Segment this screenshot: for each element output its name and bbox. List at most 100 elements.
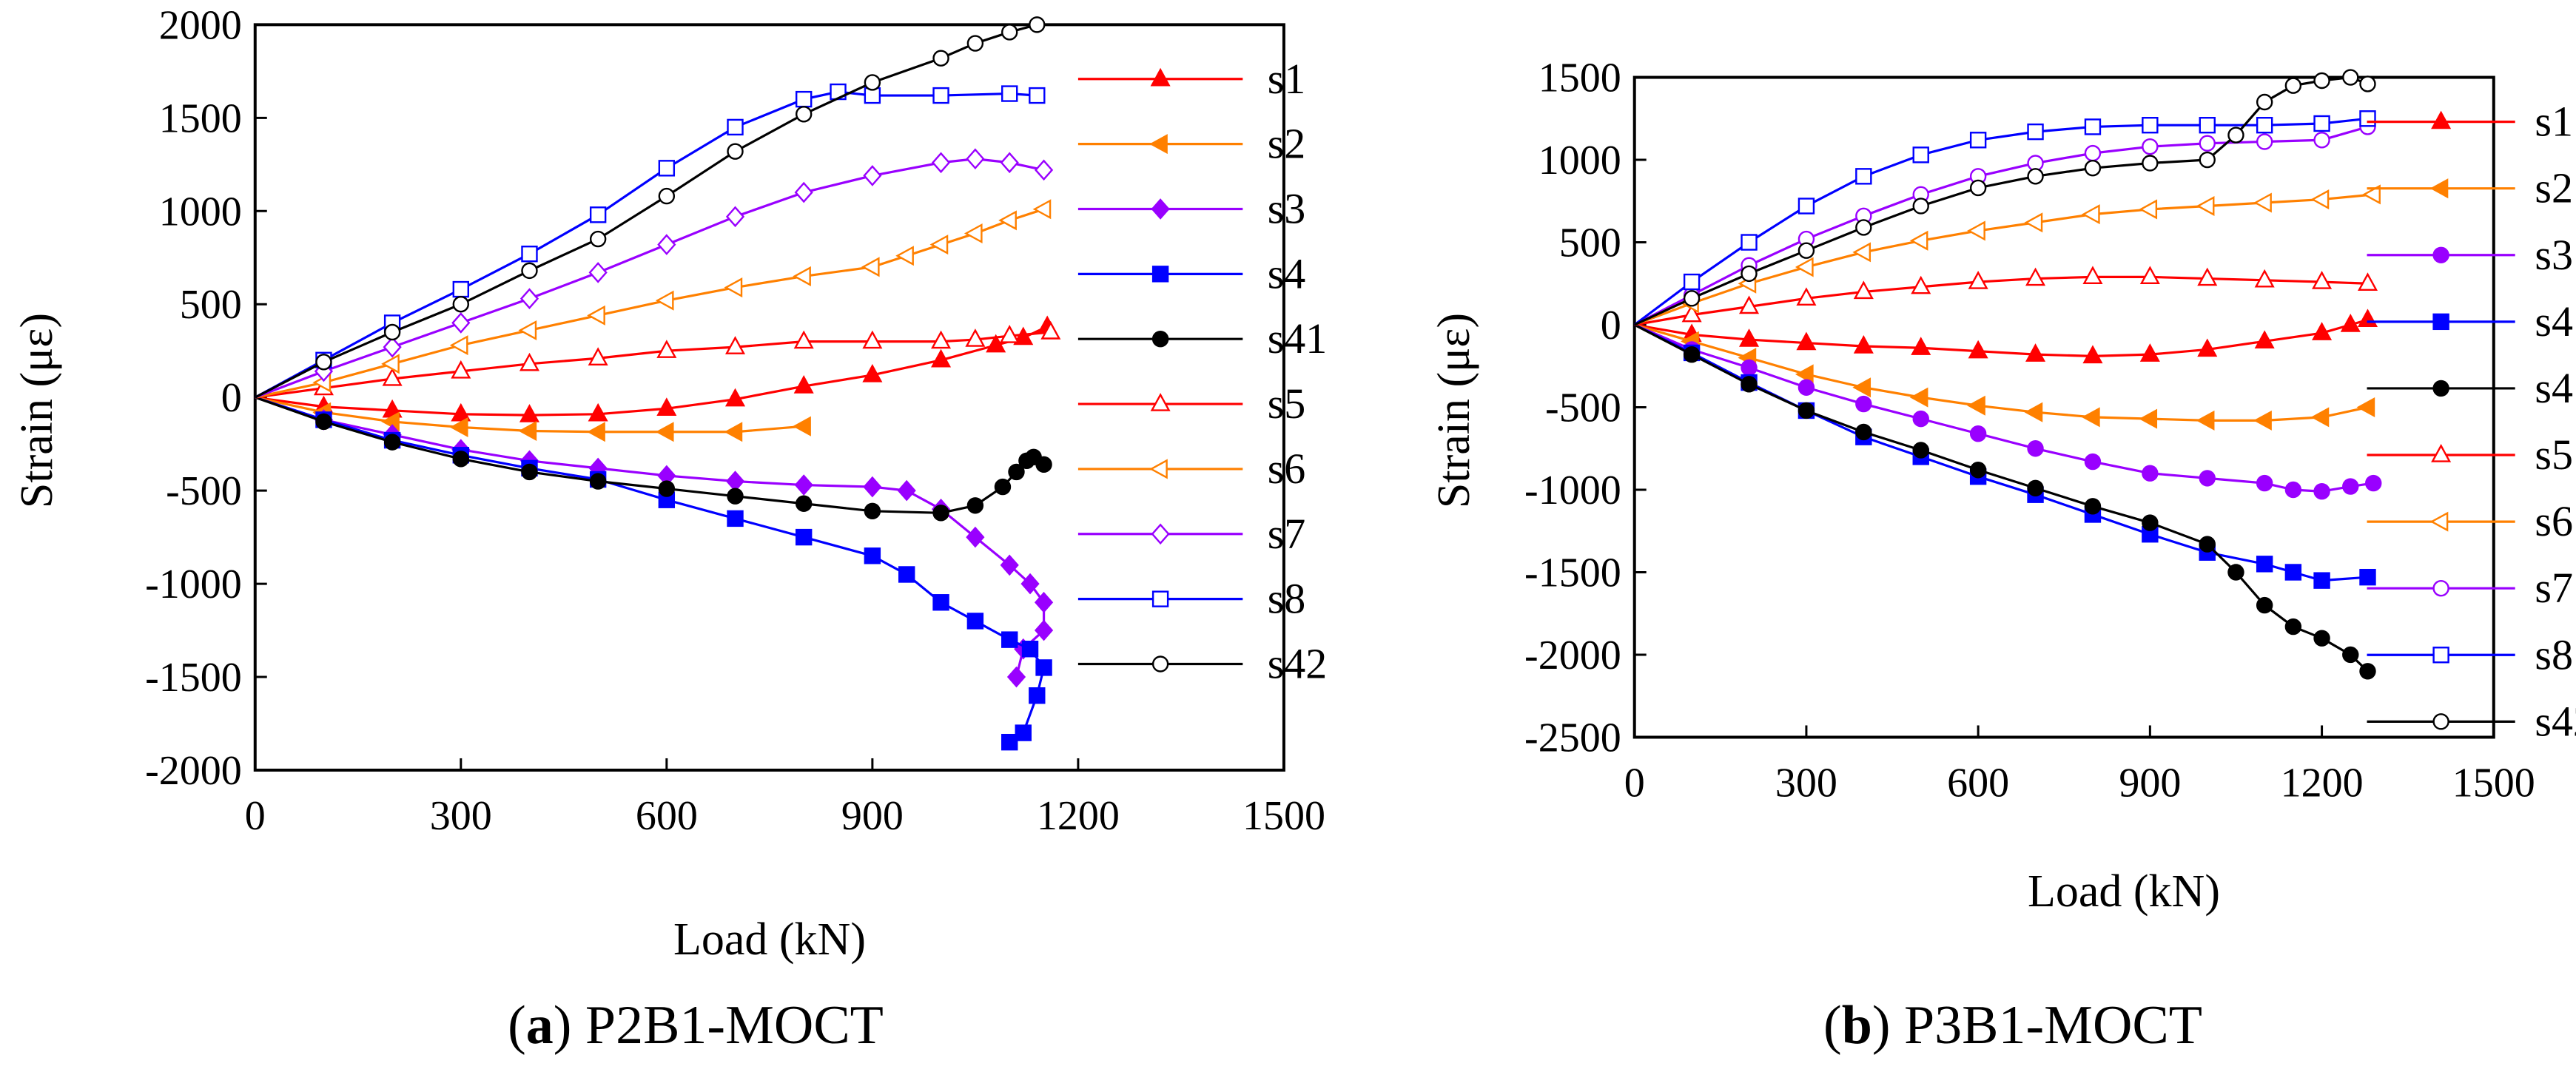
data-point-s7 bbox=[931, 152, 951, 174]
data-point-s42 bbox=[2142, 155, 2159, 172]
series-s41 bbox=[1633, 323, 2376, 680]
series-s2 bbox=[1634, 323, 2375, 431]
data-point-s42 bbox=[658, 187, 676, 205]
data-point-s41 bbox=[658, 480, 676, 497]
data-point-s42 bbox=[315, 354, 332, 371]
series-s6 bbox=[255, 199, 1052, 399]
series-s3 bbox=[1634, 323, 2382, 500]
data-point-s5 bbox=[382, 367, 403, 386]
data-point-s3 bbox=[863, 476, 882, 498]
legend-marker-s4 bbox=[1151, 266, 1169, 283]
legend-marker-s1 bbox=[1150, 67, 1171, 87]
data-point-s41 bbox=[589, 473, 607, 490]
chart-panel-b: Strain (με) Load (kN) (b) P3B1-MOCT 0 300… bbox=[1429, 55, 2576, 1056]
data-point-s2 bbox=[2310, 407, 2330, 428]
data-point-s3 bbox=[2027, 440, 2044, 457]
data-point-s5 bbox=[931, 330, 952, 349]
y-tick-label: -1000 bbox=[145, 562, 242, 607]
data-point-s41 bbox=[1855, 423, 1872, 441]
legend-label-s42: s42 bbox=[1268, 639, 1328, 687]
data-point-s41 bbox=[452, 451, 469, 468]
data-point-s5 bbox=[2082, 266, 2103, 285]
series-line-s1 bbox=[255, 325, 1048, 417]
data-point-s5 bbox=[1911, 275, 1931, 294]
data-point-s1 bbox=[724, 388, 746, 407]
data-point-s1 bbox=[2254, 330, 2275, 349]
data-point-s3 bbox=[1000, 554, 1019, 576]
legend-marker-s2 bbox=[2429, 178, 2449, 199]
data-point-s6 bbox=[1967, 220, 1985, 241]
legend-marker-s5 bbox=[1150, 393, 1171, 411]
legend-marker-s42 bbox=[1151, 655, 1169, 672]
legend-marker-s5 bbox=[2431, 444, 2452, 462]
data-point-s2 bbox=[449, 417, 468, 437]
data-point-s1 bbox=[451, 402, 471, 422]
data-point-s8 bbox=[1855, 168, 1872, 185]
data-point-s41 bbox=[1969, 462, 1987, 479]
data-point-s2 bbox=[2196, 410, 2215, 431]
series-s5 bbox=[255, 321, 1061, 399]
data-point-s41 bbox=[1741, 376, 1758, 393]
data-point-s5 bbox=[2254, 269, 2275, 288]
x-tick-label: 1200 bbox=[1037, 793, 1120, 839]
x-tick-label: 300 bbox=[430, 793, 492, 839]
data-point-s2 bbox=[1909, 387, 1928, 408]
legend-label-s41: s41 bbox=[1268, 314, 1328, 363]
y-tick-label: -1500 bbox=[1524, 550, 1621, 596]
data-point-s6 bbox=[998, 210, 1017, 231]
data-point-s5 bbox=[724, 336, 746, 354]
data-point-s7 bbox=[451, 312, 471, 334]
data-point-s3 bbox=[1855, 395, 1872, 413]
data-point-s7 bbox=[2199, 135, 2216, 152]
data-point-s5 bbox=[2139, 266, 2160, 285]
data-point-s7 bbox=[794, 181, 813, 203]
legend-label-s6: s6 bbox=[1268, 445, 1306, 493]
data-point-s41 bbox=[864, 502, 881, 520]
legend-label-s7: s7 bbox=[1268, 510, 1306, 558]
data-point-s41 bbox=[932, 505, 949, 522]
y-tick-label: 500 bbox=[1559, 220, 1621, 266]
data-point-s3 bbox=[1006, 666, 1026, 688]
data-point-s7 bbox=[863, 165, 882, 186]
caption-letter: a bbox=[526, 995, 554, 1056]
data-point-s5 bbox=[2357, 272, 2378, 291]
data-point-s42 bbox=[2199, 151, 2216, 169]
data-point-s5 bbox=[1681, 303, 1702, 323]
series-s42 bbox=[255, 16, 1046, 399]
data-point-s5 bbox=[862, 330, 883, 349]
data-point-s4 bbox=[1021, 641, 1039, 658]
data-point-s2 bbox=[2024, 402, 2043, 422]
data-point-s5 bbox=[2312, 271, 2333, 289]
data-point-s6 bbox=[2196, 195, 2215, 216]
data-point-s8 bbox=[1001, 85, 1018, 102]
data-point-s7 bbox=[2084, 144, 2102, 162]
data-point-s6 bbox=[895, 246, 914, 266]
data-point-s1 bbox=[519, 404, 540, 422]
series-s6 bbox=[1634, 184, 2381, 326]
data-point-s8 bbox=[1741, 234, 1758, 251]
data-point-s41 bbox=[521, 463, 538, 481]
series-line-s3 bbox=[1634, 323, 2374, 493]
data-point-s41 bbox=[994, 478, 1012, 496]
data-point-s8 bbox=[1029, 87, 1046, 104]
data-point-s2 bbox=[587, 422, 605, 442]
data-point-s5 bbox=[1040, 321, 1061, 340]
data-point-s2 bbox=[2139, 408, 2158, 429]
data-point-s6 bbox=[449, 335, 468, 356]
data-point-s1 bbox=[1968, 340, 1988, 359]
data-point-s8 bbox=[589, 206, 607, 223]
data-point-s42 bbox=[1798, 242, 1815, 259]
x-tick-label: 0 bbox=[245, 793, 266, 839]
legend-marker-s6 bbox=[1149, 459, 1168, 479]
data-point-s41 bbox=[1035, 456, 1052, 473]
x-tick-label: 600 bbox=[1947, 760, 2009, 806]
y-axis-title: Strain (με) bbox=[1429, 313, 1479, 508]
data-point-s1 bbox=[2139, 343, 2160, 362]
y-tick-label: 1500 bbox=[1538, 55, 1621, 101]
data-point-s41 bbox=[2284, 618, 2302, 636]
data-point-s42 bbox=[795, 106, 813, 123]
data-point-s3 bbox=[897, 479, 916, 502]
data-point-s4 bbox=[864, 547, 881, 564]
data-point-s7 bbox=[588, 262, 608, 283]
